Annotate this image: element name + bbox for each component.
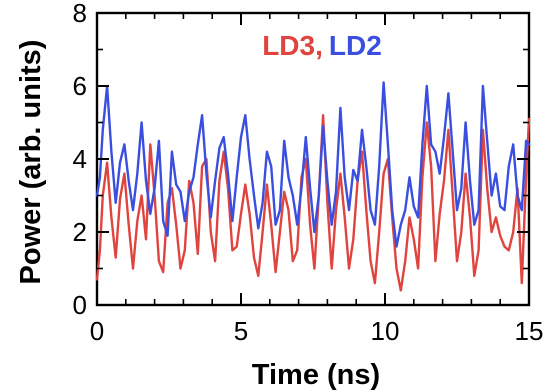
y-tick-label: 8 <box>73 0 87 28</box>
legend: LD3, LD2 <box>262 30 382 61</box>
y-tick-label: 4 <box>73 144 87 174</box>
series-layer <box>95 81 531 292</box>
x-tick-label: 5 <box>234 316 248 346</box>
x-tick-label: 10 <box>371 316 400 346</box>
series-line-ld3 <box>95 113 531 292</box>
y-axis-label: Power (arb. units) <box>15 40 47 285</box>
y-tick-label: 0 <box>73 290 87 320</box>
legend-separator: , <box>315 30 323 61</box>
series-line-ld2 <box>95 81 531 248</box>
y-tick-label: 2 <box>73 217 87 247</box>
x-tick-label: 15 <box>515 316 544 346</box>
x-tick-label: 0 <box>90 316 104 346</box>
legend-label-ld3: LD3 <box>262 30 315 61</box>
x-axis-label: Time (ns) <box>252 359 380 391</box>
legend-label-ld2: LD2 <box>329 30 382 61</box>
y-tick-label: 6 <box>73 71 87 101</box>
